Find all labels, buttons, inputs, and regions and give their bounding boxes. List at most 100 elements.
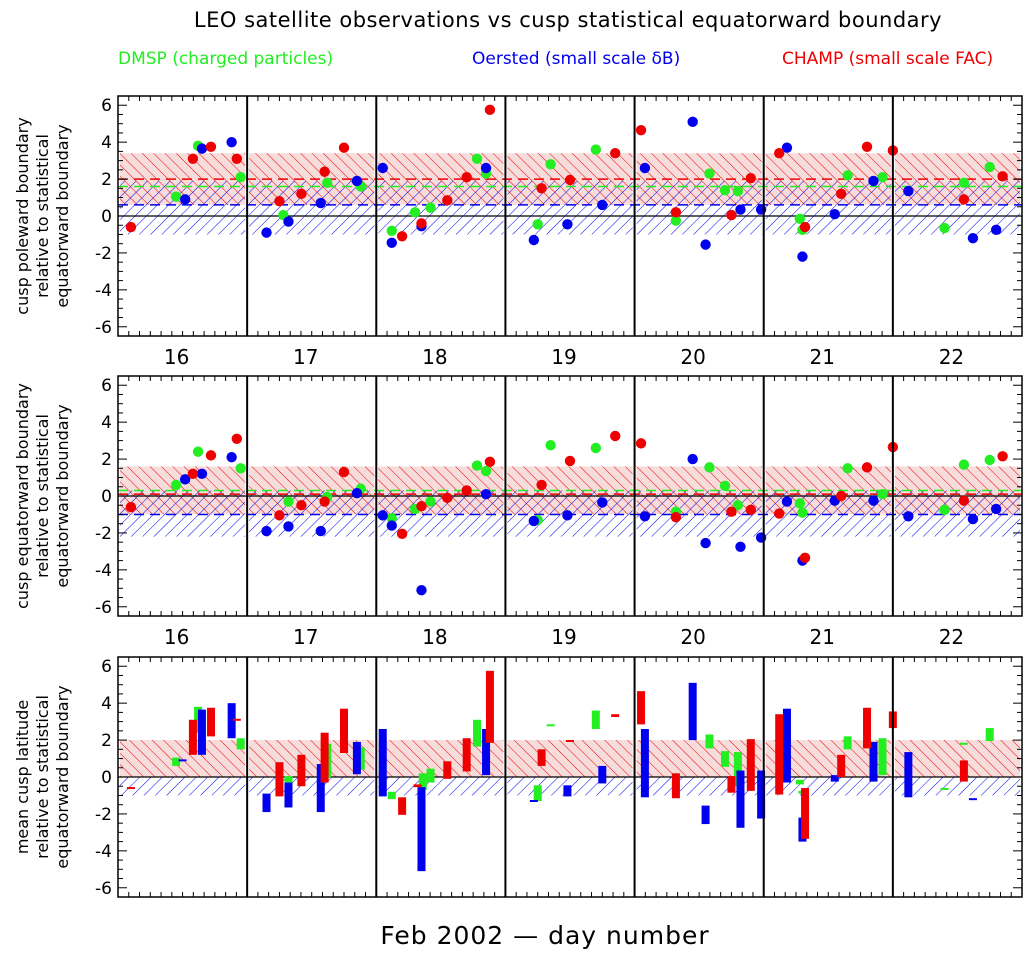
blue-band-hatch <box>120 490 246 537</box>
data-bar-dmsp <box>733 752 742 787</box>
data-bar-dmsp <box>418 773 427 790</box>
y-tick-label: -2 <box>95 805 112 825</box>
data-bar-oersted <box>563 785 572 797</box>
data-point-oersted <box>480 162 492 174</box>
data-point-oersted <box>416 584 427 596</box>
data-point-dmsp <box>170 479 182 491</box>
data-bar-oersted <box>968 798 977 801</box>
data-point-oersted <box>903 185 914 197</box>
data-point-champ <box>205 450 217 461</box>
data-bar-dmsp <box>236 738 245 750</box>
data-point-dmsp <box>409 207 421 218</box>
data-point-champ <box>442 492 453 504</box>
y-tick-label: -4 <box>95 842 112 862</box>
data-point-champ <box>125 501 137 513</box>
y-tick-label: 6 <box>101 376 112 396</box>
data-point-oersted <box>315 525 326 537</box>
data-point-dmsp <box>425 496 436 507</box>
data-bar-champ <box>462 738 471 772</box>
y-tick-label: -6 <box>95 318 112 338</box>
data-bar-oersted <box>782 708 791 783</box>
y-axis-label: cusp poleward boundary <box>13 117 32 314</box>
data-point-champ <box>338 466 350 478</box>
data-bar-oersted <box>757 770 766 819</box>
data-point-champ <box>416 500 427 512</box>
data-bar-oersted <box>640 729 649 798</box>
series-champ <box>125 430 1008 564</box>
data-bar-dmsp <box>591 710 600 729</box>
data-point-oersted <box>755 204 767 215</box>
y-tick-label: 6 <box>101 96 112 116</box>
y-tick-label: 6 <box>101 657 112 677</box>
data-bar-dmsp <box>705 734 714 749</box>
data-point-champ <box>205 141 217 152</box>
data-point-champ <box>836 490 847 502</box>
data-point-champ <box>461 172 472 183</box>
data-bar-champ <box>801 788 810 839</box>
data-point-champ <box>187 468 199 480</box>
data-bar-champ <box>485 670 494 743</box>
data-point-oersted <box>480 488 492 500</box>
data-point-oersted <box>351 175 363 187</box>
data-point-oersted <box>226 136 237 148</box>
day-label: 19 <box>551 625 576 649</box>
data-point-oersted <box>903 511 914 522</box>
y-tick-label: -6 <box>95 879 112 899</box>
y-tick-label: 0 <box>101 487 112 507</box>
data-bar-dmsp <box>284 776 293 783</box>
data-point-oersted <box>351 488 363 499</box>
data-point-champ <box>726 209 737 221</box>
day-label: 17 <box>293 625 318 649</box>
data-bar-oersted <box>688 682 697 741</box>
day-label: 22 <box>939 345 964 369</box>
data-point-oersted <box>196 143 208 154</box>
data-bar-champ <box>206 707 215 737</box>
data-point-oersted <box>562 510 573 521</box>
data-bar-oersted <box>316 764 325 813</box>
data-point-champ <box>726 506 737 517</box>
data-point-champ <box>836 188 847 200</box>
data-point-champ <box>958 495 970 506</box>
data-bar-dmsp <box>426 768 435 783</box>
data-point-dmsp <box>719 480 731 492</box>
day-label: 16 <box>164 625 189 649</box>
data-point-dmsp <box>480 465 492 477</box>
data-bar-oersted <box>284 782 293 808</box>
y-axis-label: equatorward boundary <box>53 685 72 868</box>
blue-band-hatch <box>894 180 1020 235</box>
data-bar-oersted <box>869 741 878 782</box>
data-bar-champ <box>671 773 680 799</box>
blue-band-hatch <box>894 777 1020 796</box>
red-band-hatch <box>120 740 246 777</box>
chart-title: LEO satellite observations vs cusp stati… <box>194 8 942 32</box>
data-point-oersted <box>528 234 540 246</box>
data-bar-oersted <box>701 805 710 825</box>
data-point-dmsp <box>386 225 397 236</box>
blue-band-hatch <box>120 777 246 796</box>
data-point-champ <box>635 438 647 449</box>
data-bar-oersted <box>178 759 187 762</box>
y-tick-label: 2 <box>101 731 112 751</box>
data-point-champ <box>338 142 350 153</box>
data-point-dmsp <box>532 219 543 230</box>
data-point-oersted <box>597 199 608 211</box>
data-bar-oersted <box>529 800 538 802</box>
day-label: 20 <box>680 345 705 369</box>
data-point-champ <box>610 148 621 159</box>
data-point-dmsp <box>719 184 731 196</box>
legend-champ: CHAMP (small scale FAC) <box>782 49 993 69</box>
data-point-champ <box>958 194 970 205</box>
data-bar-champ <box>637 691 646 725</box>
data-bar-champ <box>537 749 546 766</box>
data-point-dmsp <box>797 507 808 518</box>
data-point-dmsp <box>958 177 970 188</box>
data-point-dmsp <box>704 168 715 179</box>
day-label: 20 <box>680 625 705 649</box>
data-point-oersted <box>315 197 326 209</box>
data-bar-oersted <box>598 765 607 784</box>
data-point-champ <box>274 510 285 521</box>
data-point-oersted <box>687 453 698 465</box>
data-bar-champ <box>959 760 968 782</box>
data-point-champ <box>187 153 199 164</box>
